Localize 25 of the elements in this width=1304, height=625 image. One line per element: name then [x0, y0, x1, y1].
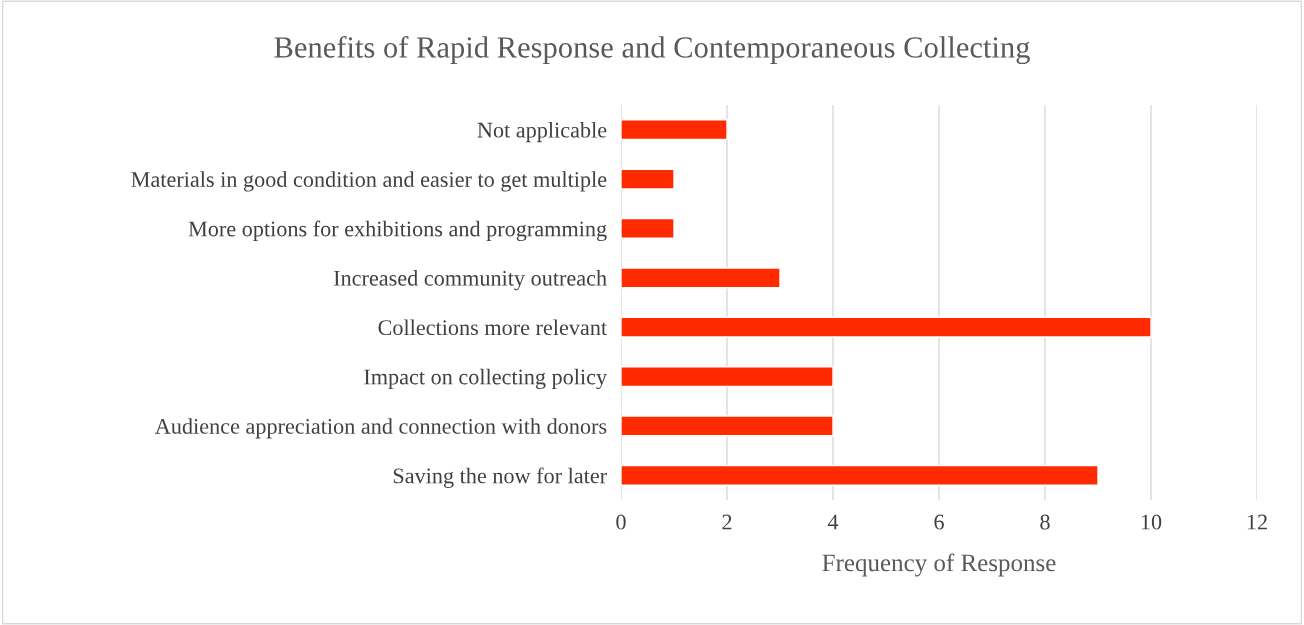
bar [621, 316, 1152, 338]
y-tick-label: Materials in good condition and easier to get multiple [131, 171, 607, 192]
bar [621, 365, 834, 388]
y-tick-label: More options for exhibitions and programming [188, 220, 607, 242]
x-tick-label: 8 [1040, 514, 1050, 530]
y-tick-label: Collections more relevant [378, 319, 607, 336]
y-tick-label: Not applicable [477, 121, 607, 143]
y-tick-label: Saving the now for later [393, 467, 607, 488]
bar [621, 464, 1099, 486]
bar [621, 119, 728, 141]
bar [621, 168, 675, 190]
y-tick-label: Impact on collecting policy [364, 368, 608, 390]
y-tick-label: Audience appreciation and connection with donors [155, 418, 607, 439]
bar [621, 415, 834, 437]
bar [621, 217, 675, 240]
x-tick-label: 6 [934, 514, 944, 530]
x-tick-label: 4 [827, 514, 839, 530]
x-tick-label: 10 [1141, 514, 1162, 530]
chart-title: Benefits of Rapid Response and Contemporaneous Collecting [274, 35, 1030, 65]
x-tick-label: 2 [722, 514, 732, 530]
y-tick-label: Increased community outreach [333, 270, 607, 291]
bar [621, 267, 781, 289]
x-axis-title: Frequency of Response [822, 553, 1056, 577]
x-tick-label: 12 [1247, 514, 1267, 530]
x-tick-label: 0 [616, 514, 626, 530]
